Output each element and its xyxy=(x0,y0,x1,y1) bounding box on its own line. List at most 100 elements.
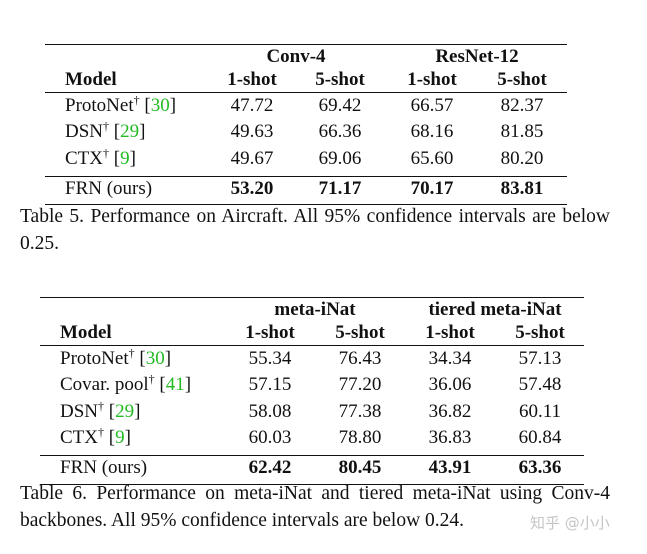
citation: ] xyxy=(169,95,177,116)
header-rule xyxy=(45,92,567,93)
cell-value: 60.03 xyxy=(248,426,292,448)
cell-value: 82.37 xyxy=(500,95,544,116)
column-header: 5-shot xyxy=(515,322,565,343)
citation: ] xyxy=(164,348,172,369)
cell-value: 76.43 xyxy=(338,348,382,369)
cell-value: 70.17 xyxy=(410,177,454,199)
cell-value: 77.20 xyxy=(338,374,382,396)
cell-value: 71.17 xyxy=(318,177,362,199)
bottom-rule xyxy=(45,204,567,206)
cell-value: 36.82 xyxy=(428,400,472,422)
citation: ] xyxy=(134,400,141,422)
top-rule xyxy=(40,297,584,298)
dagger: † xyxy=(103,145,109,160)
cell-value: 66.36 xyxy=(318,121,362,143)
citation: [ xyxy=(108,426,116,448)
cell-value: 53.20 xyxy=(230,177,274,199)
group-header: meta-iNat xyxy=(274,299,356,320)
column-header: Model xyxy=(60,322,112,343)
method-name: FRN (ours) xyxy=(60,457,148,479)
cell-value: 65.60 xyxy=(410,147,454,169)
row-rule xyxy=(40,455,584,457)
method-name: ProtoNet xyxy=(65,95,134,116)
cell-value: 36.06 xyxy=(428,374,472,396)
cell-value: 62.42 xyxy=(248,457,292,479)
cell-value: 63.36 xyxy=(518,457,562,479)
citation: ] xyxy=(129,147,136,169)
citation: ] xyxy=(184,374,192,396)
citation: 29 xyxy=(115,400,135,422)
row-label: DSN† [29] xyxy=(65,119,146,143)
row-label: DSN† [29] xyxy=(60,398,141,423)
header-rule xyxy=(40,345,584,346)
cell-value: 69.06 xyxy=(318,147,362,169)
column-header: 1-shot xyxy=(407,69,457,90)
cell-value: 68.16 xyxy=(410,121,454,143)
watermark: 知乎 @小小 xyxy=(530,514,610,532)
citation: [ xyxy=(113,147,121,169)
dagger: † xyxy=(98,424,104,439)
method-name: CTX xyxy=(65,147,103,169)
cell-value: 36.83 xyxy=(428,426,472,448)
cell-value: 34.34 xyxy=(428,348,472,369)
cell-value: 55.34 xyxy=(248,348,292,369)
column-header: 1-shot xyxy=(227,69,277,90)
cell-value: 43.91 xyxy=(428,457,472,479)
column-header: 5-shot xyxy=(315,69,365,90)
method-name: DSN xyxy=(60,400,99,422)
cell-value: 66.57 xyxy=(410,95,454,116)
citation: [ xyxy=(113,121,121,143)
column-header: 1-shot xyxy=(425,322,475,343)
dagger: † xyxy=(133,93,140,107)
citation: 41 xyxy=(165,374,185,396)
method-name: Covar. pool xyxy=(60,374,149,396)
method-name: FRN (ours) xyxy=(65,177,153,199)
row-label: CTX† [9] xyxy=(65,145,136,170)
table-caption: Table 5. Performance on Aircraft. All 95… xyxy=(20,206,610,254)
cell-value: 69.42 xyxy=(318,95,362,116)
dagger: † xyxy=(148,372,155,387)
dagger: † xyxy=(103,119,110,134)
dagger: † xyxy=(98,398,105,413)
column-header: 5-shot xyxy=(497,69,547,90)
method-name: DSN xyxy=(65,121,104,143)
bottom-rule xyxy=(40,483,584,485)
row-rule xyxy=(45,175,567,177)
citation: 9 xyxy=(115,426,125,448)
group-header: tiered meta-iNat xyxy=(428,299,562,320)
cell-value: 60.84 xyxy=(518,426,562,448)
citation: [ xyxy=(159,374,166,396)
citation: ] xyxy=(124,426,131,448)
cell-value: 80.45 xyxy=(338,457,382,479)
citation: [ xyxy=(144,95,151,116)
column-header: 5-shot xyxy=(335,322,385,343)
column-header: 1-shot xyxy=(245,322,295,343)
top-rule xyxy=(45,44,567,45)
cell-value: 57.15 xyxy=(248,374,292,396)
column-header: Model xyxy=(65,69,117,90)
method-name: ProtoNet xyxy=(60,348,129,369)
row-label: ProtoNet† [30] xyxy=(60,346,172,370)
dagger: † xyxy=(128,346,135,360)
citation: 29 xyxy=(120,121,140,143)
cell-value: 81.85 xyxy=(500,121,544,143)
row-label: FRN (ours) xyxy=(60,457,147,479)
group-header: ResNet-12 xyxy=(435,46,519,67)
row-label: Covar. pool† [41] xyxy=(60,372,192,396)
cell-value: 77.38 xyxy=(338,400,382,422)
row-label: FRN (ours) xyxy=(65,178,152,200)
cell-value: 57.48 xyxy=(518,374,562,396)
cell-value: 78.80 xyxy=(338,426,382,448)
citation: [ xyxy=(139,348,146,369)
cell-value: 49.63 xyxy=(230,121,274,143)
cell-value: 83.81 xyxy=(500,177,544,199)
cell-value: 80.20 xyxy=(500,147,544,169)
citation: 30 xyxy=(145,348,165,369)
row-label: ProtoNet† [30] xyxy=(65,93,177,117)
group-header: Conv-4 xyxy=(266,46,326,67)
table-caption: Table 6. Performance on meta-iNat and ti… xyxy=(20,483,610,531)
cell-value: 57.13 xyxy=(518,348,562,369)
citation: ] xyxy=(139,121,146,143)
cell-value: 49.67 xyxy=(230,147,274,169)
